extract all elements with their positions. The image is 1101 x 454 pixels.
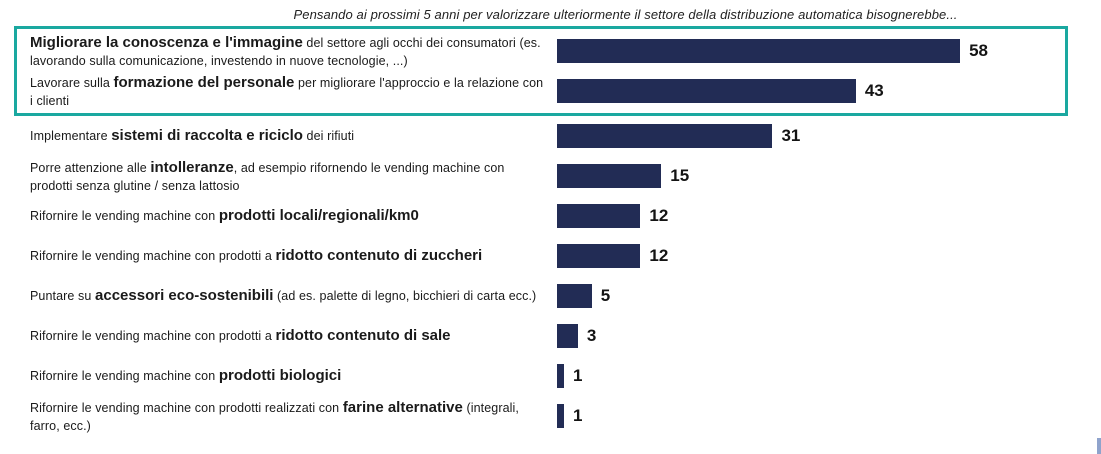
bar-label-emphasis: prodotti biologici [218,367,342,385]
bar-label-emphasis: ridotto contenuto di zuccheri [275,247,483,265]
bar-value: 12 [649,246,669,265]
bar-label: Rifornire le vending machine con prodott… [17,366,557,385]
chart-title: Pensando ai prossimi 5 anni per valorizz… [293,7,958,22]
chart-row: Rifornire le vending machine con prodott… [17,196,1101,236]
bar-label-text: Rifornire le vending machine con prodott… [30,249,276,264]
bar-cell: 12 [557,244,668,268]
bar-value: 31 [781,126,801,145]
bar-label-text: per migliorare l'approccio e la relazion… [30,76,544,108]
bar-value: 1 [572,366,583,385]
bar-cell: 5 [557,284,610,308]
bar-label: Porre attenzione alle intolleranze, ad e… [17,158,557,193]
bar-label-emphasis: ridotto contenuto di sale [275,327,451,345]
chart-row: Rifornire le vending machine con prodott… [17,396,1101,436]
bar-cell: 31 [557,124,800,148]
bar-cell: 3 [557,324,596,348]
bar [557,39,961,63]
bar-value: 5 [600,286,611,305]
bar [557,79,856,103]
bar-label-emphasis: formazione del personale [113,74,295,92]
bar-label-text: , ad esempio rifornendo le vending machi… [30,161,505,193]
bar-cell: 58 [557,39,988,63]
chart-row: Rifornire le vending machine con prodott… [17,356,1101,396]
bar-label-text: Porre attenzione alle [30,161,151,176]
bar-value: 15 [670,166,690,185]
bar-label-text: Rifornire le vending machine con [30,369,219,384]
bar-label-text: dei rifiuti [302,129,355,144]
chart-row: Porre attenzione alle intolleranze, ad e… [17,156,1101,196]
bar [557,284,592,308]
bar-label-emphasis: sistemi di raccolta e riciclo [111,127,303,145]
bar-label-text: Rifornire le vending machine con [30,209,219,224]
bar-value: 1 [572,406,583,425]
chart-row: Lavorare sulla formazione del personale … [17,71,1065,111]
chart-row: Implementare sistemi di raccolta e ricic… [17,116,1101,156]
bar-label: Migliorare la conoscenza e l'immagine de… [17,33,557,68]
bar-value: 43 [864,81,884,100]
bar-label: Rifornire le vending machine con prodott… [17,398,557,433]
bar-label: Lavorare sulla formazione del personale … [17,73,557,108]
highlight-box: Migliorare la conoscenza e l'immagine de… [14,26,1068,116]
bar-label-text: (integrali, farro, ecc.) [30,401,519,433]
bar-label: Implementare sistemi di raccolta e ricic… [17,126,557,145]
bar-chart: Migliorare la conoscenza e l'immagine de… [0,26,1101,436]
bar-label-emphasis: Migliorare la conoscenza e l'immagine [30,34,303,52]
bar-value: 12 [649,206,669,225]
bar-label: Rifornire le vending machine con prodott… [17,246,557,265]
bar-label-text: Rifornire le vending machine con prodott… [30,329,276,344]
bar [557,204,641,228]
bar [557,244,641,268]
bar-label: Puntare su accessori eco-sostenibili (ad… [17,286,557,305]
bar-label-text: Lavorare sulla [30,76,114,91]
bar-label-text: del settore agli occhi dei consumatori (… [30,36,541,68]
bar-label-text: (ad es. palette di legno, bicchieri di c… [273,289,537,304]
corner-mark [1097,438,1101,454]
bar-label: Rifornire le vending machine con prodott… [17,206,557,225]
chart-rows: Implementare sistemi di raccolta e ricic… [0,116,1101,436]
bar-label-text: Rifornire le vending machine con prodott… [30,401,343,416]
bar-label: Rifornire le vending machine con prodott… [17,326,557,345]
bar [557,164,662,188]
chart-row: Migliorare la conoscenza e l'immagine de… [17,31,1065,71]
bar-label-text: Implementare [30,129,112,144]
bar [557,124,773,148]
bar-label-emphasis: prodotti locali/regionali/km0 [218,207,419,225]
bar-cell: 1 [557,404,582,428]
bar-label-emphasis: accessori eco-sostenibili [95,287,274,305]
bar-cell: 43 [557,79,884,103]
bar-value: 3 [586,326,597,345]
chart-row: Rifornire le vending machine con prodott… [17,236,1101,276]
bar-value: 58 [969,41,989,60]
bar [557,364,564,388]
bar-label-text: Puntare su [30,289,96,304]
chart-row: Rifornire le vending machine con prodott… [17,316,1101,356]
chart-row: Puntare su accessori eco-sostenibili (ad… [17,276,1101,316]
bar-cell: 12 [557,204,668,228]
bar [557,404,564,428]
bar-label-emphasis: intolleranze [150,159,234,177]
bar [557,324,578,348]
bar-label-emphasis: farine alternative [342,399,463,417]
bar-cell: 15 [557,164,689,188]
bar-cell: 1 [557,364,582,388]
